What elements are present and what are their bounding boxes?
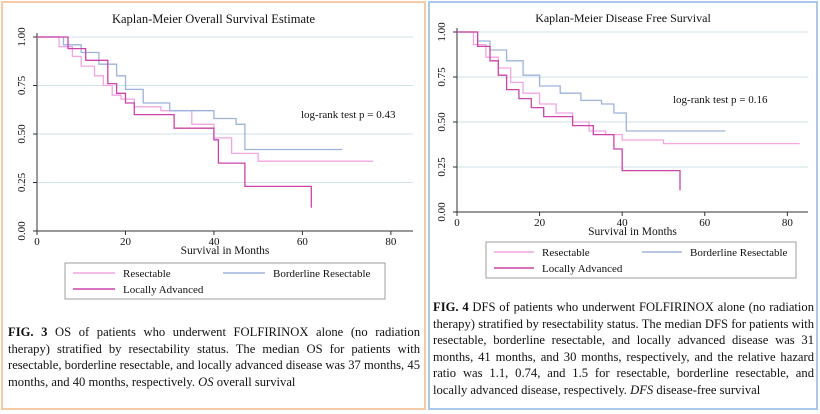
dfs-x-tick-label: 80 xyxy=(782,217,794,229)
os-legend-label-resectable: Resectable xyxy=(123,268,171,280)
right-figure-panel: Kaplan-Meier Disease Free Survival 0.00 0.… xyxy=(428,1,818,410)
fig4-caption-abbr-text: disease-free survival xyxy=(653,382,761,397)
os-series-locally-advanced xyxy=(37,36,312,208)
fig3-caption-body: OS of patients who underwent FOLFIRINOX … xyxy=(8,325,420,389)
dfs-y-tick-label: 0.50 xyxy=(436,112,448,132)
dfs-chart-title: Kaplan-Meier Disease Free Survival xyxy=(535,11,711,25)
dfs-legend-label-locally-advanced: Locally Advanced xyxy=(542,263,623,275)
os-y-tick-label: 0.50 xyxy=(16,124,28,144)
left-figure-panel: Kaplan-Meier Overall Survival Estimate 0.… xyxy=(1,1,426,410)
dfs-chart: Kaplan-Meier Disease Free Survival 0.00 0.… xyxy=(436,11,808,279)
dfs-x-tick-label: 40 xyxy=(617,217,629,229)
dfs-series-locally-advanced xyxy=(457,31,681,191)
os-series-borderline-resectable xyxy=(37,36,343,151)
os-logrank-annotation: log-rank test p = 0.43 xyxy=(301,109,396,121)
dfs-legend-label-borderline-resectable: Borderline Resectable xyxy=(690,247,788,259)
dfs-x-tick-label: 20 xyxy=(534,217,546,229)
fig4-caption-abbr: DFS xyxy=(630,382,654,397)
fig4-label: FIG. 4 xyxy=(433,300,469,314)
os-y-tick-label: 0.00 xyxy=(16,221,28,241)
fig4-caption: FIG. 4 DFS of patients who underwent FOL… xyxy=(433,299,814,399)
os-y-tick-label: 0.25 xyxy=(16,172,28,192)
os-chart-title: Kaplan-Meier Overall Survival Estimate xyxy=(112,12,316,26)
fig3-caption: FIG. 3 OS of patients who underwent FOLF… xyxy=(8,324,420,390)
dfs-x-tick-label: 0 xyxy=(454,217,460,229)
dfs-x-axis-title: Survival in Months xyxy=(588,226,677,238)
dfs-y-tick-label: 1.00 xyxy=(436,22,448,42)
dfs-y-tick-label: 0.25 xyxy=(436,157,448,177)
dfs-series-resectable xyxy=(457,31,800,145)
fig3-caption-abbr: OS xyxy=(198,374,214,389)
os-legend-box xyxy=(64,262,386,300)
os-series-resectable xyxy=(37,36,374,162)
dfs-legend-box xyxy=(485,241,797,279)
os-x-tick-label: 60 xyxy=(297,236,309,248)
os-x-tick-label: 40 xyxy=(208,236,220,248)
os-chart: Kaplan-Meier Overall Survival Estimate 0.… xyxy=(16,12,413,300)
fig3-label: FIG. 3 xyxy=(8,325,48,339)
dfs-x-tick-label: 60 xyxy=(699,217,711,229)
os-x-axis-title: Survival in Months xyxy=(181,245,270,257)
os-legend-label-borderline-resectable: Borderline Resectable xyxy=(273,268,371,280)
fig3-caption-abbr-text: overall survival xyxy=(213,374,296,389)
os-x-tick-label: 20 xyxy=(120,236,132,248)
fig4-caption-body: DFS of patients who underwent FOLFIRINOX… xyxy=(433,300,814,397)
dfs-logrank-annotation: log-rank test p = 0.16 xyxy=(673,94,768,106)
dfs-series-borderline-resectable xyxy=(457,31,726,132)
os-x-tick-label: 0 xyxy=(34,236,40,248)
os-y-tick-label: 0.75 xyxy=(16,75,28,95)
os-y-tick-label: 1.00 xyxy=(16,27,28,47)
dfs-legend-label-resectable: Resectable xyxy=(542,247,590,259)
os-legend-label-locally-advanced: Locally Advanced xyxy=(123,284,204,296)
os-x-tick-label: 80 xyxy=(385,236,397,248)
dfs-y-tick-label: 0.00 xyxy=(436,202,448,222)
dfs-y-tick-label: 0.75 xyxy=(436,67,448,87)
